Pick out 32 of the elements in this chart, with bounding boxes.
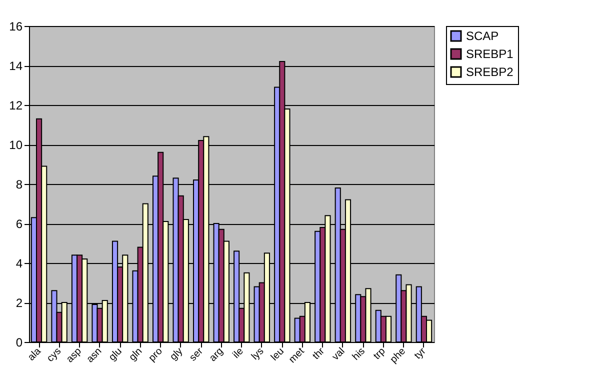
x-tick-label: ala [26,346,44,364]
y-tick-label: 12 [9,98,23,112]
y-tick-label: 8 [16,178,23,192]
y-tick-label: 6 [16,217,23,231]
y-tick-label: 16 [9,20,23,34]
x-tick-label: asn [84,346,104,366]
x-tick-label: gln [127,346,145,364]
x-tick-label: trp [372,346,388,362]
legend-label: SREBP2 [466,65,514,79]
x-tick-label: glu [107,346,124,364]
x-tick-label: cys [45,346,64,364]
y-tick-label: 10 [9,138,23,152]
legend-label: SCAP [466,29,499,43]
x-tick-label: leu [269,346,286,364]
x-tick-label: phe [388,346,408,366]
y-tick-label: 4 [16,256,23,270]
y-tick-label: 14 [9,59,23,73]
x-tick-label: met [287,346,307,366]
x-tick-label: thr [310,345,328,362]
x-tick-label: lys [250,346,266,362]
x-tick-label: val [330,346,348,363]
x-tick-label: gly [168,346,186,363]
x-tick-label: tyr [412,345,429,362]
x-tick-label: asp [64,346,84,366]
legend-label: SREBP1 [466,47,514,61]
x-tick-label: ile [231,346,246,361]
x-tick-label: arg [208,346,226,364]
x-tick-label: his [350,346,368,363]
y-tick-label: 0 [16,336,23,350]
y-tick-label: 2 [16,296,23,310]
x-tick-label: ser [188,346,206,364]
x-tick-label: pro [146,346,166,364]
